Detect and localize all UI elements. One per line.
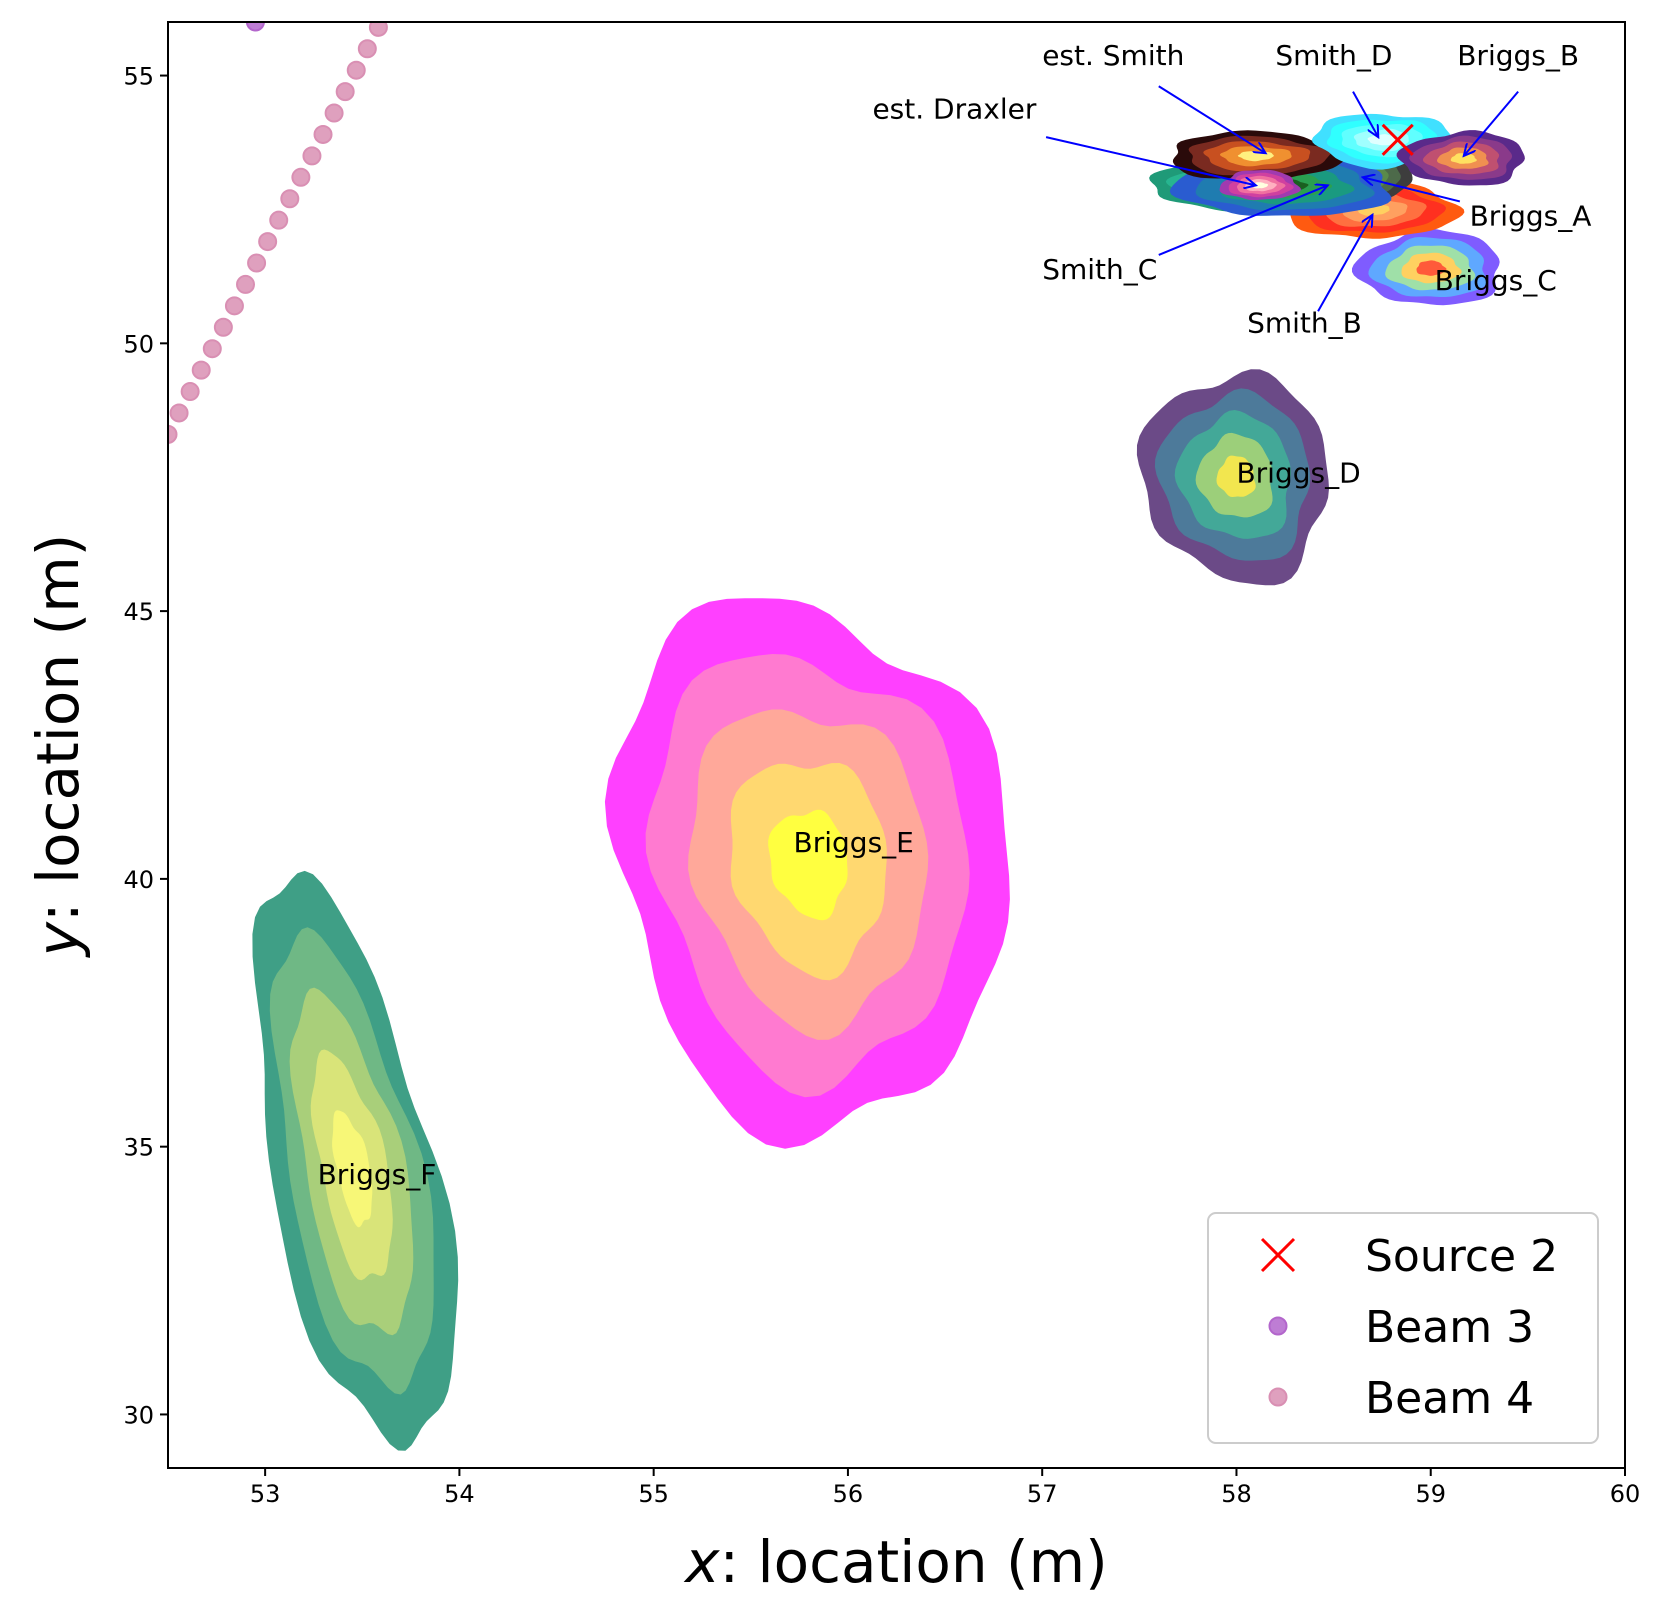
beam-point [247, 253, 267, 273]
beam-point [269, 210, 289, 230]
y-axis-label-var: y [24, 921, 92, 958]
x-tick-label: 53 [250, 1480, 281, 1508]
legend-marker-x [1260, 1237, 1296, 1273]
annotation-label: Briggs_B [1457, 39, 1579, 72]
x-axis: 53 54 55 56 57 58 59 60 [250, 1468, 1640, 1508]
beam-point [346, 60, 366, 80]
annotations: est. Smith Smith_D Briggs_B est. Draxler Bri… [872, 39, 1591, 340]
beam-point [335, 82, 355, 102]
label-briggs-f: Briggs_F [318, 1158, 437, 1191]
density-est-smith [1172, 130, 1352, 180]
beam-point [236, 274, 256, 294]
annotation-arrow [1158, 85, 1266, 153]
plot-frame [167, 21, 1626, 1469]
annotation-label: Smith_C [1042, 253, 1157, 286]
beam-point [245, 22, 265, 32]
legend-marker-circle [1268, 1387, 1288, 1407]
label-briggs-e: Briggs_E [794, 826, 914, 859]
density-level [768, 809, 848, 921]
x-tick-label: 59 [1415, 1480, 1446, 1508]
annotation-arrow [1464, 90, 1519, 156]
annotation-label: est. Draxler [872, 92, 1036, 125]
density-briggs-f [252, 870, 459, 1451]
y-tick-label: 50 [123, 330, 154, 358]
x-axis-label-rest: : location (m) [720, 1528, 1108, 1596]
annotation-label: Smith_D [1275, 39, 1392, 72]
legend-label: Beam 3 [1365, 1302, 1534, 1353]
beam-point [169, 403, 189, 423]
legend-label: Beam 4 [1365, 1373, 1534, 1424]
density-level [1216, 455, 1256, 497]
x-tick-label: 54 [444, 1480, 475, 1508]
beam-point [324, 103, 344, 123]
legend-label: Source 2 [1365, 1231, 1558, 1282]
beam-point [368, 22, 388, 37]
density-level [332, 1110, 373, 1228]
y-tick-label: 45 [123, 598, 154, 626]
annotation-arrow [1158, 185, 1328, 256]
source-marker [1381, 123, 1414, 156]
density-briggs-c [1352, 228, 1500, 306]
annotation-label: est. Smith [1042, 39, 1184, 72]
annotation-arrow [1352, 91, 1378, 138]
density-level [1416, 260, 1447, 276]
beam-point [168, 424, 178, 444]
x-axis-label-var: x [683, 1528, 720, 1596]
x-tick-label: 58 [1221, 1480, 1252, 1508]
annotation-label: Briggs_A [1470, 200, 1592, 233]
beam-point [302, 146, 322, 166]
density-briggs-e [604, 598, 1010, 1149]
beam-point [313, 124, 333, 144]
density-briggs-d [1136, 369, 1329, 586]
beam-beam-4 [168, 22, 388, 444]
x-tick-label: 57 [1027, 1480, 1058, 1508]
y-axis-label-rest: : location (m) [24, 534, 92, 922]
annotation-arrow [1363, 177, 1461, 203]
beam-point [291, 167, 311, 187]
beam-point [357, 39, 377, 59]
label-briggs-d: Briggs_D [1236, 457, 1360, 490]
x-axis-label: x: location (m) [683, 1528, 1108, 1596]
y-tick-label: 55 [123, 63, 154, 91]
beam-point [224, 296, 244, 316]
y-axis: 30 35 40 45 50 55 [123, 63, 168, 1429]
beam-beam-3 [245, 22, 265, 32]
y-tick-label: 35 [123, 1134, 154, 1162]
label-briggs-c: Briggs_C [1435, 264, 1557, 297]
x-tick-label: 55 [638, 1480, 669, 1508]
annotation-label: Smith_B [1247, 307, 1362, 340]
legend-box [1207, 1212, 1599, 1444]
beam-point [280, 189, 300, 209]
legend-marker-circle [1268, 1316, 1288, 1336]
annotation-arrow [1045, 136, 1256, 185]
density-briggs-b [1396, 130, 1525, 186]
annotation-arrow [1317, 215, 1372, 312]
beam-point [191, 360, 211, 380]
x-tick-label: 56 [833, 1480, 864, 1508]
plot-area: Briggs_F Briggs_E Briggs_D Briggs_C [168, 22, 1557, 1451]
beam-point [258, 232, 278, 252]
x-tick-label: 60 [1610, 1480, 1641, 1508]
beam-point [202, 339, 222, 359]
beam-point [213, 317, 233, 337]
legend: Source 2 Beam 3 Beam 4 [1207, 1212, 1599, 1444]
y-tick-label: 40 [123, 866, 154, 894]
y-tick-label: 30 [123, 1401, 154, 1429]
y-axis-label: y: location (m) [24, 534, 92, 959]
beam-point [180, 382, 200, 402]
